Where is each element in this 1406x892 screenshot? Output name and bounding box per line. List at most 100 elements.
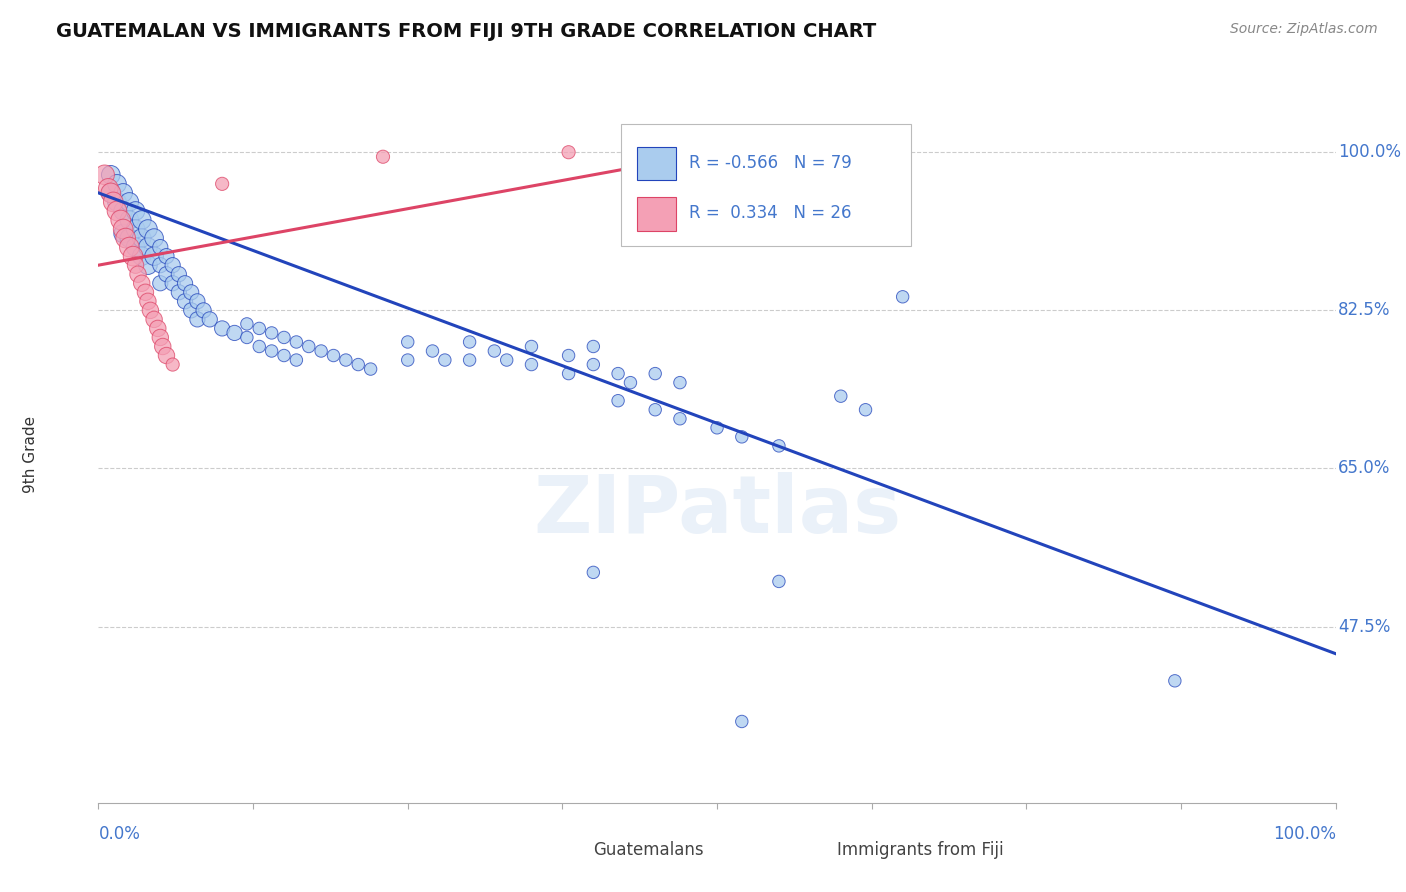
Point bbox=[134, 285, 156, 300]
Point bbox=[224, 326, 246, 340]
Point bbox=[433, 353, 456, 368]
Point bbox=[162, 258, 184, 272]
Point bbox=[139, 303, 162, 318]
Point bbox=[143, 231, 166, 245]
Text: Immigrants from Fiji: Immigrants from Fiji bbox=[837, 841, 1004, 859]
Point bbox=[458, 334, 481, 349]
Point bbox=[118, 194, 141, 209]
Point bbox=[114, 231, 136, 245]
Point bbox=[198, 312, 221, 326]
Point bbox=[236, 317, 259, 331]
Point bbox=[396, 334, 419, 349]
Point bbox=[136, 240, 159, 254]
Bar bbox=[557, 838, 588, 864]
Point bbox=[360, 362, 382, 376]
Point bbox=[124, 258, 146, 272]
Point bbox=[167, 285, 190, 300]
Point bbox=[1164, 673, 1187, 688]
Point bbox=[211, 321, 233, 335]
Point bbox=[143, 312, 166, 326]
Point bbox=[174, 277, 197, 291]
Point bbox=[112, 186, 135, 200]
Point bbox=[607, 367, 630, 381]
Point bbox=[557, 367, 579, 381]
Point bbox=[180, 303, 202, 318]
Point bbox=[162, 358, 184, 372]
Text: R =  0.334   N = 26: R = 0.334 N = 26 bbox=[689, 204, 851, 222]
Point bbox=[186, 312, 208, 326]
Point bbox=[152, 339, 174, 353]
Point bbox=[118, 213, 141, 227]
Point bbox=[644, 402, 666, 417]
Point bbox=[273, 330, 295, 344]
Point bbox=[309, 344, 332, 359]
Bar bbox=[797, 838, 828, 864]
Bar bbox=[637, 197, 676, 231]
Point bbox=[247, 321, 270, 335]
Point bbox=[298, 339, 321, 353]
Point bbox=[520, 339, 543, 353]
Point bbox=[285, 334, 308, 349]
Text: 100.0%: 100.0% bbox=[1339, 144, 1402, 161]
Text: Guatemalans: Guatemalans bbox=[593, 841, 704, 859]
Text: 65.0%: 65.0% bbox=[1339, 459, 1391, 477]
Point bbox=[422, 344, 444, 359]
Point bbox=[105, 194, 128, 209]
Point bbox=[105, 203, 128, 218]
Point bbox=[260, 344, 283, 359]
Point bbox=[110, 213, 132, 227]
Point bbox=[136, 258, 159, 272]
Point bbox=[644, 367, 666, 381]
Point bbox=[371, 150, 394, 164]
Point bbox=[211, 177, 233, 191]
Point bbox=[731, 430, 754, 444]
Point bbox=[619, 376, 641, 390]
Point bbox=[322, 349, 344, 363]
Point bbox=[100, 168, 122, 182]
Text: ZIPatlas: ZIPatlas bbox=[533, 472, 901, 549]
Point bbox=[855, 402, 877, 417]
Text: 82.5%: 82.5% bbox=[1339, 301, 1391, 319]
Point bbox=[891, 290, 914, 304]
Point bbox=[669, 411, 692, 425]
Point bbox=[706, 150, 728, 164]
Point bbox=[484, 344, 506, 359]
Point bbox=[236, 330, 259, 344]
Point bbox=[495, 353, 517, 368]
Point bbox=[155, 349, 177, 363]
Point bbox=[347, 358, 370, 372]
Point bbox=[162, 277, 184, 291]
Point bbox=[768, 439, 790, 453]
Point bbox=[335, 353, 357, 368]
Point bbox=[93, 168, 115, 182]
Point bbox=[131, 213, 153, 227]
Text: Source: ZipAtlas.com: Source: ZipAtlas.com bbox=[1230, 22, 1378, 37]
Point bbox=[136, 222, 159, 236]
Text: GUATEMALAN VS IMMIGRANTS FROM FIJI 9TH GRADE CORRELATION CHART: GUATEMALAN VS IMMIGRANTS FROM FIJI 9TH G… bbox=[56, 22, 876, 41]
Point bbox=[105, 177, 128, 191]
Point bbox=[97, 181, 120, 195]
Bar bbox=[637, 146, 676, 180]
Text: 100.0%: 100.0% bbox=[1272, 825, 1336, 844]
Point bbox=[122, 249, 145, 263]
Point bbox=[103, 194, 125, 209]
Point bbox=[112, 227, 135, 241]
Point bbox=[124, 222, 146, 236]
FancyBboxPatch shape bbox=[620, 124, 911, 246]
Point bbox=[557, 145, 579, 160]
Point bbox=[458, 353, 481, 368]
Point bbox=[557, 349, 579, 363]
Point bbox=[174, 294, 197, 309]
Point bbox=[285, 353, 308, 368]
Point bbox=[582, 566, 605, 580]
Point bbox=[669, 376, 692, 390]
Point bbox=[273, 349, 295, 363]
Point bbox=[146, 321, 169, 335]
Point bbox=[180, 285, 202, 300]
Point bbox=[131, 277, 153, 291]
Point bbox=[396, 353, 419, 368]
Text: 47.5%: 47.5% bbox=[1339, 617, 1391, 636]
Text: 0.0%: 0.0% bbox=[98, 825, 141, 844]
Point bbox=[582, 339, 605, 353]
Point bbox=[149, 277, 172, 291]
